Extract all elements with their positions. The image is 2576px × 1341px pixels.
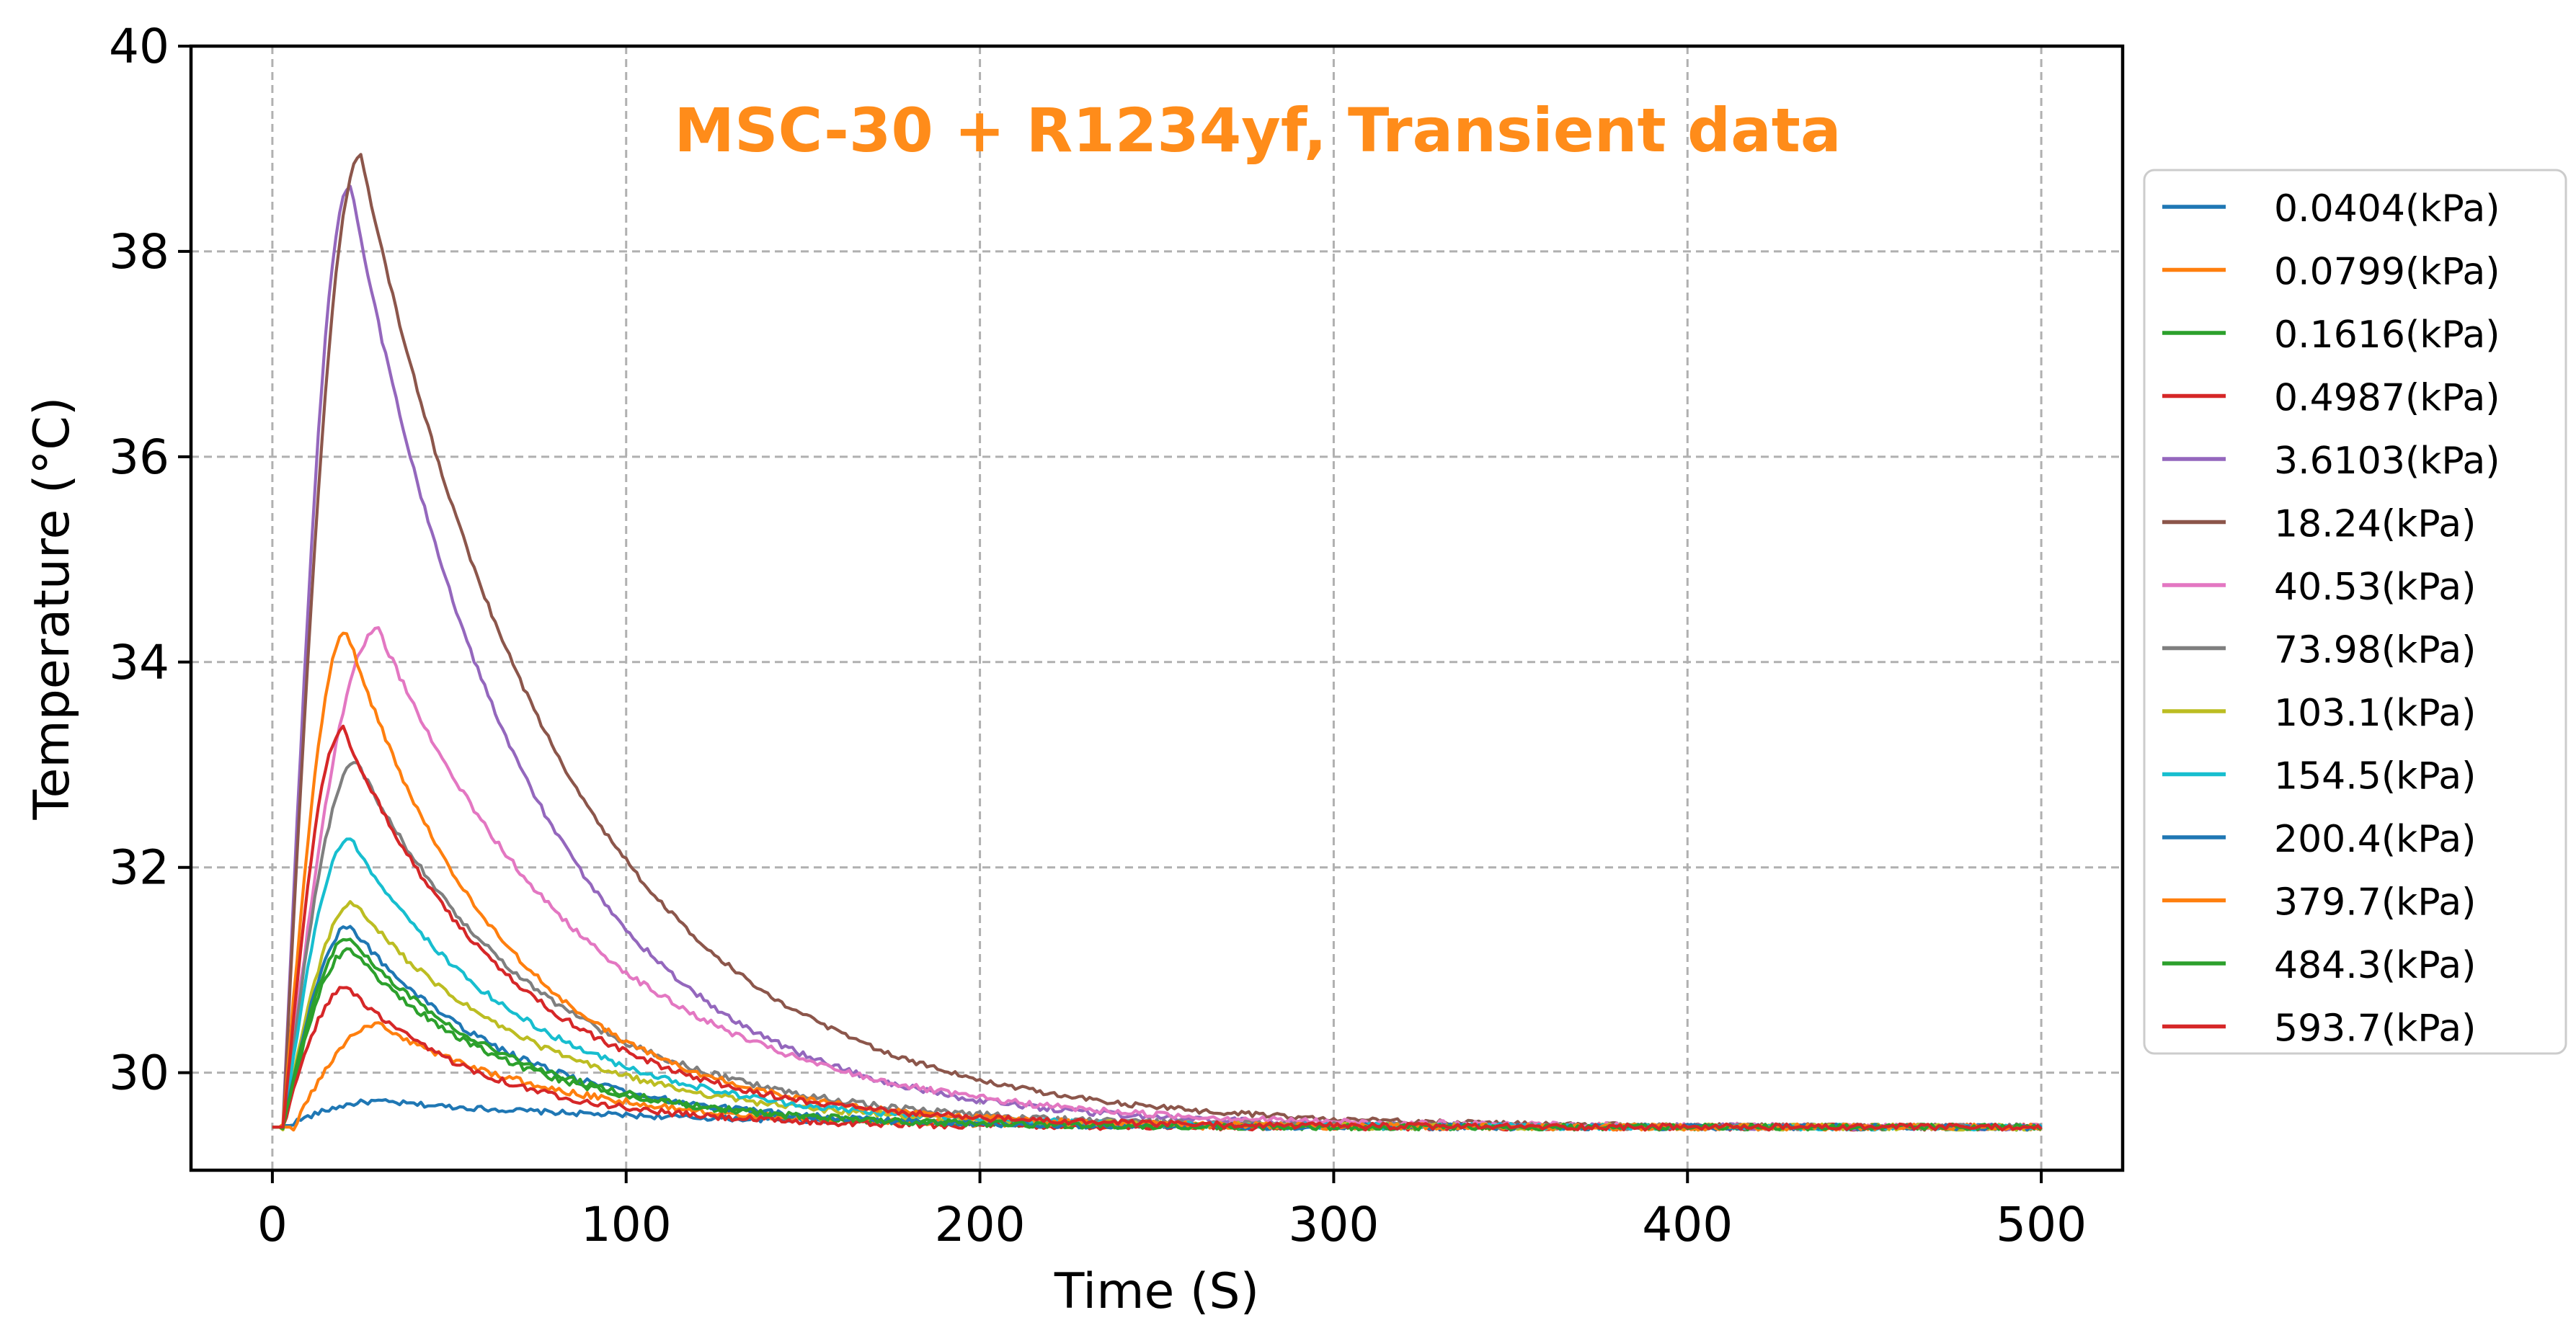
legend-entry: 200.4(kPa): [2274, 818, 2476, 861]
x-tick-label: 500: [1996, 1197, 2087, 1252]
x-tick-label: 0: [257, 1197, 288, 1252]
y-tick-label: 32: [109, 840, 169, 896]
y-tick-label: 34: [109, 635, 169, 690]
x-tick-label: 100: [581, 1197, 672, 1252]
legend-entry: 0.0404(kPa): [2274, 187, 2500, 231]
y-tick-label: 38: [109, 224, 169, 280]
legend-entry: 103.1(kPa): [2274, 692, 2476, 735]
legend-entry: 18.24(kPa): [2274, 503, 2476, 546]
x-tick-label: 400: [1642, 1197, 1733, 1252]
legend-entry: 73.98(kPa): [2274, 629, 2476, 672]
series-lines: [272, 153, 2043, 1132]
legend-entry: 3.6103(kPa): [2274, 440, 2500, 483]
series-line: [272, 631, 2042, 1132]
y-tick-label: 36: [109, 429, 169, 485]
legend-entry: 0.0799(kPa): [2274, 251, 2500, 294]
series-line: [272, 724, 2043, 1132]
legend-frame: [2143, 169, 2567, 1055]
y-axis-label: Temperature (°C): [24, 397, 81, 821]
y-tick-label: 40: [109, 19, 169, 74]
x-tick-label: 200: [935, 1197, 1026, 1252]
legend: 0.0404(kPa) 0.0799(kPa) 0.1616(kPa) 0.4987(…: [2143, 169, 2567, 1055]
legend-entry: 593.7(kPa): [2274, 1007, 2476, 1051]
legend-entry: 0.1616(kPa): [2274, 313, 2500, 357]
chart-title: MSC-30 + R1234yf, Transient data: [674, 95, 1841, 166]
axis-ticks: 0 100 200 300 400 500 30 32 34 36 38 40: [109, 19, 2087, 1252]
legend-entry: 0.4987(kPa): [2274, 377, 2500, 420]
x-tick-label: 300: [1288, 1197, 1379, 1252]
plot-frame: [189, 44, 2125, 1172]
x-axis-label: Time (S): [1054, 1263, 1259, 1320]
legend-entry: 379.7(kPa): [2274, 881, 2476, 925]
y-tick-label: 30: [109, 1046, 169, 1101]
legend-entry: 154.5(kPa): [2274, 755, 2476, 798]
legend-entry: 484.3(kPa): [2274, 944, 2476, 987]
legend-entry: 40.53(kPa): [2274, 566, 2476, 609]
